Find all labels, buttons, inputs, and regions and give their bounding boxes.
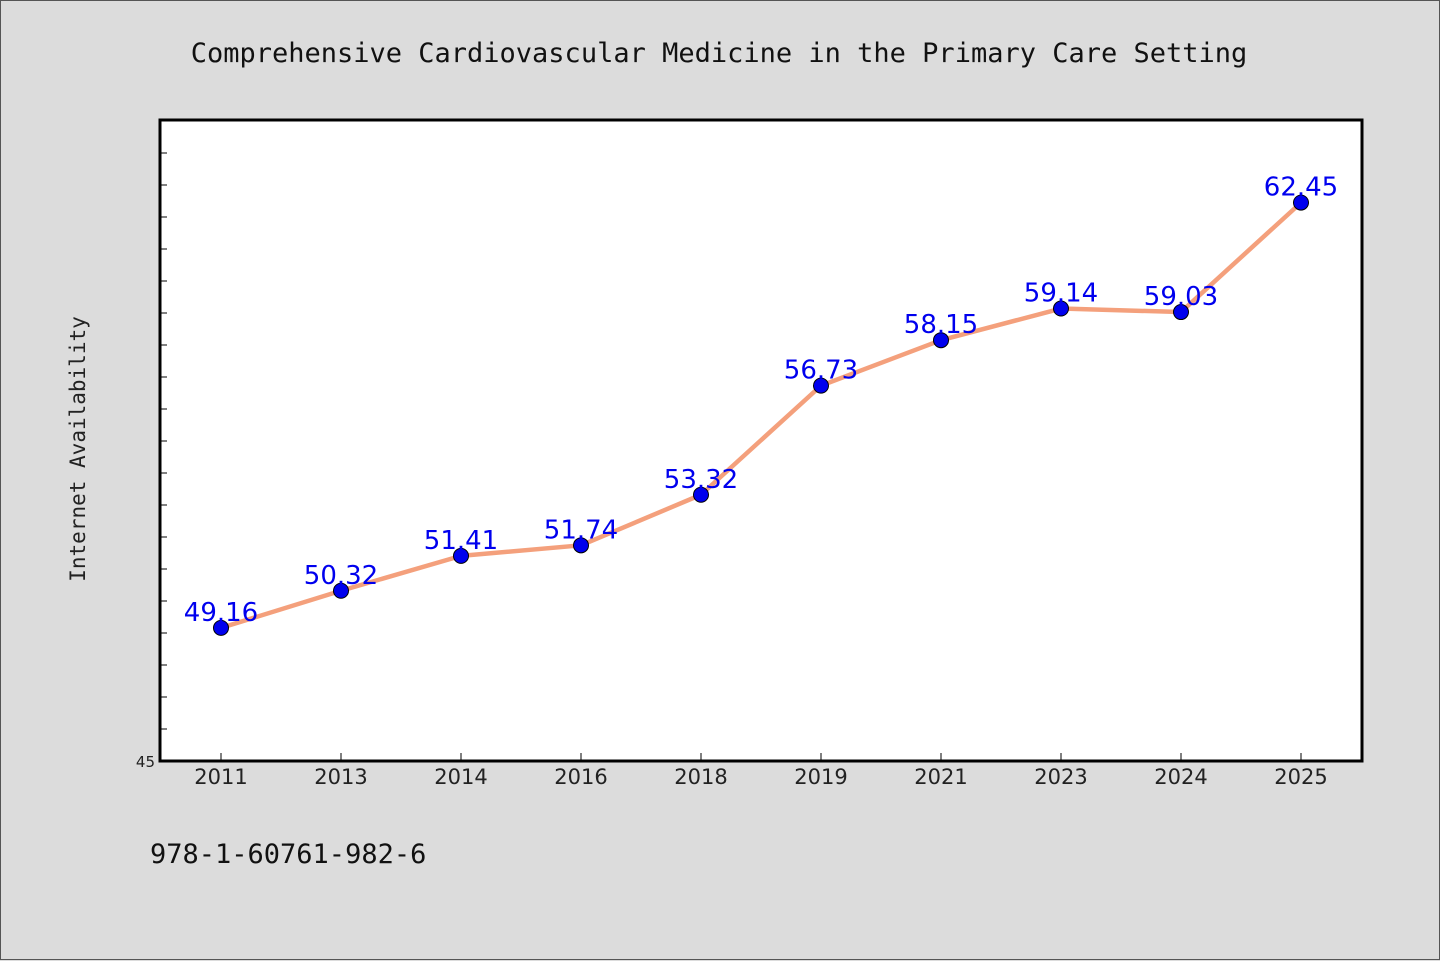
data-point <box>693 486 709 503</box>
data-label: 58.15 <box>904 310 978 340</box>
chart-title: Comprehensive Cardiovascular Medicine in… <box>191 38 1248 69</box>
x-tick-label: 2018 <box>674 765 727 789</box>
data-point <box>1053 300 1069 317</box>
x-tick-label: 2025 <box>1274 765 1327 789</box>
x-tick-label: 2019 <box>794 765 847 789</box>
data-point <box>453 547 469 564</box>
data-label: 51.41 <box>424 526 498 556</box>
data-label: 51.74 <box>544 515 618 545</box>
data-label: 50.32 <box>304 561 378 591</box>
y-axis-label: Internet Availability <box>66 316 90 582</box>
data-label: 59.14 <box>1024 279 1098 309</box>
data-label: 49.16 <box>184 598 258 628</box>
data-point <box>1173 304 1189 321</box>
x-tick-label: 2021 <box>914 765 967 789</box>
data-point <box>1293 194 1309 211</box>
x-tick-label: 2023 <box>1034 765 1087 789</box>
x-axis-ticks: 2011 2013 2014 2016 2018 2019 2021 2023 2024 2025 <box>194 753 1328 789</box>
marker-group <box>213 194 1309 636</box>
data-point <box>333 582 349 599</box>
x-tick-label: 2011 <box>194 765 247 789</box>
y-tick-label: 45 <box>136 753 155 771</box>
data-label: 62.45 <box>1264 173 1338 203</box>
data-label: 59.03 <box>1144 282 1218 312</box>
x-tick-label: 2024 <box>1154 765 1207 789</box>
x-tick-label: 2016 <box>554 765 607 789</box>
series-line <box>220 200 1303 631</box>
data-point <box>573 537 589 554</box>
data-label: 56.73 <box>784 356 858 386</box>
data-point <box>933 332 949 349</box>
data-label: 53.32 <box>664 465 738 495</box>
x-tick-label: 2013 <box>314 765 367 789</box>
y-axis-ticks: 45 <box>136 152 167 771</box>
x-tick-label: 2014 <box>434 765 487 789</box>
series-line-group <box>220 200 1303 631</box>
isbn-footer: 978-1-60761-982-6 <box>150 839 426 870</box>
data-point <box>813 377 829 394</box>
data-point <box>213 619 229 636</box>
data-label-group: 49.16 50.32 51.41 51.74 53.32 56.73 58.15 59.14… <box>184 173 1338 628</box>
